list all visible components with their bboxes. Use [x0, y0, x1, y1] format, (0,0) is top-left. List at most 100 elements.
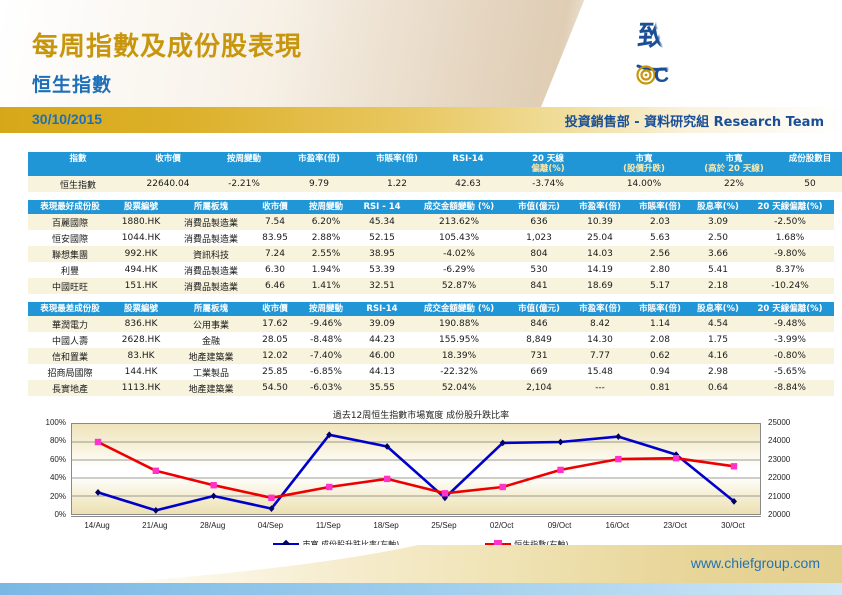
- column-header: 股息率(%): [690, 302, 746, 316]
- data-cell: 5.17: [630, 278, 690, 294]
- date-band: 30/10/2015 投資銷售部 - 資料研究組 Research Team: [0, 107, 842, 133]
- legend-item[interactable]: 市寬 成份股升跌比率(左軸): [273, 539, 399, 550]
- data-cell: 83.95: [252, 230, 298, 246]
- data-cell: 8.42: [570, 316, 630, 332]
- data-cell: 消費品製造業: [170, 214, 252, 230]
- y-axis-tick-right: 22000: [768, 473, 791, 483]
- data-cell: 44.23: [354, 332, 410, 348]
- x-axis-tick-label: 11/Sep: [315, 521, 341, 530]
- chart-legend: 市寬 成份股升跌比率(左軸) 恒生指數(右軸): [28, 536, 814, 552]
- column-header: 市賬率(倍): [630, 302, 690, 316]
- data-cell: 1.94%: [298, 262, 354, 278]
- column-header: 股票編號: [112, 200, 170, 214]
- data-cell: 5.41: [690, 262, 746, 278]
- data-cell: 155.95%: [410, 332, 508, 348]
- data-cell: -10.24%: [746, 278, 834, 294]
- row-name-cell: 長實地產: [28, 380, 112, 396]
- data-cell: 3.09: [690, 214, 746, 230]
- y-axis-tick-left: 60%: [49, 454, 66, 464]
- data-cell: 0.94: [630, 364, 690, 380]
- data-cell: 金融: [170, 332, 252, 348]
- data-cell: 10.39: [570, 214, 630, 230]
- column-header: 按周變動: [298, 302, 354, 316]
- page-subtitle: 恒生指數: [32, 74, 113, 96]
- data-cell: 52.15: [354, 230, 410, 246]
- column-header: RSI - 14: [354, 200, 410, 214]
- data-cell: 消費品製造業: [170, 262, 252, 278]
- table-row: 恒安國際 1044.HK 消費品製造業 83.95 2.88% 52.15 105.43% 1…: [28, 230, 834, 246]
- column-header: 股息率(%): [690, 200, 746, 214]
- data-cell: -8.84%: [746, 380, 834, 396]
- table-header-row: 指數 收市價 按周變動 市盈率(倍) 市賬率(倍) RSI-14 20 天線 偏離…: [28, 152, 842, 176]
- column-header: 市值(億元): [508, 302, 570, 316]
- data-cell: 3.66: [690, 246, 746, 262]
- data-cell: -9.80%: [746, 246, 834, 262]
- data-cell: 2,104: [508, 380, 570, 396]
- logo-service-futures: 期貨: [780, 60, 811, 78]
- company-url[interactable]: www.chiefgroup.com: [690, 555, 820, 571]
- data-cell: -7.40%: [298, 348, 354, 364]
- y-axis-tick-right: 23000: [768, 454, 791, 464]
- column-header: 成交金額變動 (%): [410, 302, 508, 316]
- data-cell: 2.56: [630, 246, 690, 262]
- data-cell: 0.62: [630, 348, 690, 364]
- logo-chinese-name: 致富: [636, 19, 700, 52]
- data-cell: 6.30: [252, 262, 298, 278]
- data-cell: 資訊科技: [170, 246, 252, 262]
- data-cell: -5.65%: [746, 364, 834, 380]
- index-summary-table: 指數 收市價 按周變動 市盈率(倍) 市賬率(倍) RSI-14 20 天線 偏離…: [28, 152, 842, 192]
- x-axis-tick-label: 16/Oct: [605, 521, 630, 530]
- table-row: 華潤電力 836.HK 公用事業 17.62 -9.46% 39.09 190.88% 846…: [28, 316, 834, 332]
- x-axis-tick-label: 23/Oct: [663, 521, 687, 530]
- column-header: 20 天線偏離(%): [746, 200, 834, 214]
- legend-item[interactable]: 恒生指數(右軸): [485, 539, 569, 550]
- data-cell: 28.05: [252, 332, 298, 348]
- data-cell: 消費品製造業: [170, 278, 252, 294]
- data-cell: 4.16: [690, 348, 746, 364]
- row-name-cell: 信和置業: [28, 348, 112, 364]
- data-cell: ---: [570, 380, 630, 396]
- y-axis-tick-right: 25000: [768, 418, 791, 427]
- y-axis-tick-right: 24000: [768, 436, 791, 446]
- data-cell: 1,023: [508, 230, 570, 246]
- x-axis-tick-label: 14/Aug: [84, 521, 110, 530]
- data-cell: -8.48%: [298, 332, 354, 348]
- column-header: 成交金額變動 (%): [410, 200, 508, 214]
- data-cell: 836.HK: [112, 316, 170, 332]
- data-cell: 公用事業: [170, 316, 252, 332]
- y-axis-tick-left: 80%: [49, 436, 66, 446]
- data-cell: 1.14: [630, 316, 690, 332]
- data-cell: 1.75: [690, 332, 746, 348]
- y-axis-tick-left: 100%: [45, 418, 66, 427]
- table-row: 中國旺旺 151.HK 消費品製造業 6.46 1.41% 32.51 52.87% 841 1…: [28, 278, 834, 294]
- x-axis-tick-label: 02/Oct: [489, 521, 514, 530]
- column-header: 市寬 (高於 20 天線): [692, 152, 776, 176]
- data-cell: 2.03: [630, 214, 690, 230]
- data-cell: 841: [508, 278, 570, 294]
- data-cell: 44.13: [354, 364, 410, 380]
- data-cell: 18.39%: [410, 348, 508, 364]
- data-cell: 地產建築業: [170, 380, 252, 396]
- legend-line-swatch: [485, 540, 512, 548]
- data-cell: 地產建築業: [170, 348, 252, 364]
- data-cell: -9.46%: [298, 316, 354, 332]
- data-cell: 144.HK: [112, 364, 170, 380]
- table-row: 聯想集團 992.HK 資訊科技 7.24 2.55% 38.95 -4.02% 804 14.…: [28, 246, 834, 262]
- legend-label: 恒生指數(右軸): [514, 539, 569, 549]
- table-row: 信和置業 83.HK 地產建築業 12.02 -7.40% 46.00 18.39% 731 7…: [28, 348, 834, 364]
- x-axis-tick-label: 18/Sep: [373, 521, 399, 530]
- data-cell: 32.51: [354, 278, 410, 294]
- data-cell: 14.30: [570, 332, 630, 348]
- column-header: 所屬板塊: [170, 200, 252, 214]
- data-cell: 38.95: [354, 246, 410, 262]
- data-cell: -4.02%: [410, 246, 508, 262]
- data-cell: -3.74%: [500, 176, 596, 192]
- x-axis-tick-label: 25/Sep: [431, 521, 457, 530]
- page-header: 每周指數及成份股表現 恒生指數 致富 CHIEF 證券 期貨: [0, 0, 842, 107]
- column-header: 股票編號: [112, 302, 170, 316]
- data-cell: 1044.HK: [112, 230, 170, 246]
- header-wedge: [519, 0, 842, 107]
- data-cell: 2.88%: [298, 230, 354, 246]
- data-cell: 190.88%: [410, 316, 508, 332]
- x-axis-tick-label: 09/Oct: [547, 521, 572, 530]
